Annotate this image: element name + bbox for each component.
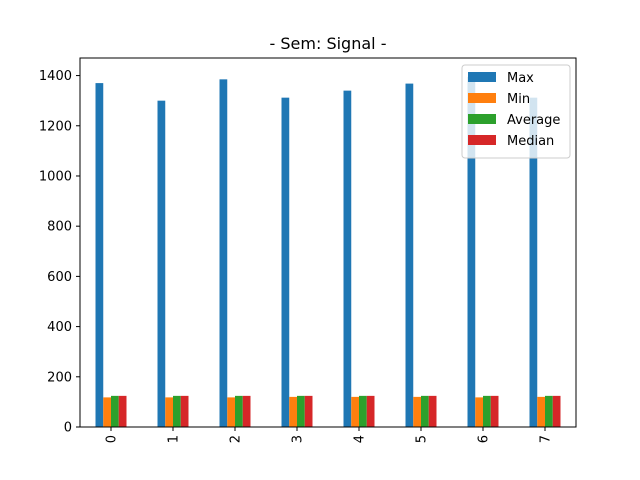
bar-median-7	[552, 395, 561, 427]
bar-median-6	[490, 395, 499, 427]
legend-label-max: Max	[507, 71, 534, 86]
bar-min-3	[289, 396, 297, 427]
bar-max-1	[157, 100, 166, 428]
legend-label-min: Min	[507, 92, 530, 107]
bar-median-4	[366, 395, 375, 427]
y-tick-label: 800	[47, 220, 72, 235]
y-tick-label: 200	[47, 370, 72, 385]
x-tick-label: 0	[105, 435, 120, 443]
bar-min-1	[165, 397, 173, 427]
x-tick-label: 2	[229, 435, 244, 443]
y-tick-label: 1200	[39, 119, 72, 134]
chart-title: - Sem: Signal -	[270, 34, 387, 53]
legend: Max Min Average Median	[461, 64, 571, 159]
bar-median-1	[180, 395, 189, 427]
y-tick-label: 1000	[39, 169, 72, 184]
legend-label-average: Average	[507, 113, 560, 128]
bar-average-2	[235, 395, 243, 427]
bar-average-7	[545, 395, 553, 427]
y-tick-label: 0	[64, 421, 72, 436]
legend-swatch-max	[468, 72, 496, 82]
bar-average-1	[173, 395, 181, 427]
bar-max-0	[95, 83, 104, 427]
bars-group	[95, 76, 561, 428]
bar-min-6	[475, 397, 483, 427]
x-tick-label: 7	[539, 435, 554, 443]
bar-min-5	[413, 396, 421, 427]
bar-median-5	[428, 395, 437, 427]
x-tick-label: 3	[291, 435, 306, 443]
bar-median-0	[118, 395, 127, 427]
bar-max-7	[529, 97, 538, 427]
legend-swatch-median	[468, 135, 496, 145]
bar-max-3	[281, 97, 290, 427]
x-tick-label: 4	[353, 435, 368, 443]
plot-frame	[79, 57, 577, 428]
bar-average-0	[111, 395, 119, 427]
x-tick-label: 6	[477, 435, 492, 443]
bar-min-2	[227, 397, 235, 427]
legend-box	[461, 64, 571, 159]
bar-median-2	[242, 395, 251, 427]
legend-label-median: Median	[507, 134, 554, 149]
legend-swatch-average	[468, 114, 496, 124]
bar-average-5	[421, 395, 429, 427]
y-tick-label: 600	[47, 270, 72, 285]
bar-median-3	[304, 395, 313, 427]
y-tick-label: 1400	[39, 69, 72, 84]
bar-min-0	[103, 397, 111, 427]
bar-min-4	[351, 396, 359, 427]
x-tick-label: 5	[415, 435, 430, 443]
axes-group: 0 200 400 600 800 1000 1200 1400 0 1 2 3 4 5 6 7	[39, 57, 577, 443]
y-tick-label: 400	[47, 320, 72, 335]
bar-min-7	[537, 396, 545, 427]
bar-max-5	[405, 83, 414, 427]
bar-max-4	[343, 90, 352, 427]
legend-swatch-min	[468, 93, 496, 103]
bar-average-6	[483, 395, 491, 427]
x-tick-label: 1	[167, 435, 182, 443]
bar-max-2	[219, 79, 228, 427]
bar-max-6	[467, 76, 476, 427]
bar-average-3	[297, 395, 305, 427]
bar-average-4	[359, 395, 367, 427]
